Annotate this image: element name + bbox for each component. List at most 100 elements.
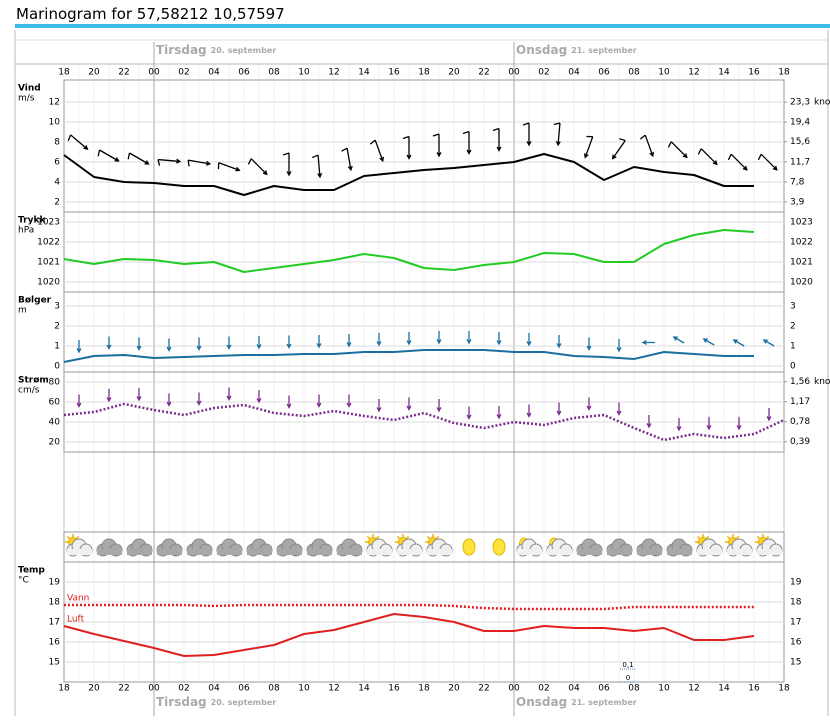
x-tick-label: 08 xyxy=(268,684,280,694)
y2-tick-label: 1020 xyxy=(790,278,813,288)
direction-arrow xyxy=(256,390,262,404)
y2-tick-label: 0 xyxy=(790,362,796,372)
cloud-base xyxy=(157,549,182,555)
x-tick-label: 06 xyxy=(238,68,250,78)
y-tick-label: 1 xyxy=(54,342,60,352)
x-tick-label: 20 xyxy=(448,684,460,694)
sun-ray xyxy=(376,535,380,539)
direction-arrow xyxy=(697,148,718,166)
direction-arrow xyxy=(316,394,322,408)
direction-arrow xyxy=(346,394,352,408)
direction-arrow xyxy=(522,122,532,147)
cloud-base xyxy=(607,549,632,555)
direction-arrow xyxy=(256,336,262,350)
cloud-base xyxy=(577,549,602,555)
panel-unit: m xyxy=(18,306,27,316)
panel-unit: °C xyxy=(18,576,29,586)
x-tick-label: 02 xyxy=(178,684,189,694)
direction-arrow xyxy=(166,393,172,407)
direction-arrow xyxy=(732,339,745,347)
cloud-base xyxy=(247,549,272,555)
title-bar xyxy=(15,24,830,28)
sun-ray xyxy=(396,535,400,539)
sun-ray xyxy=(736,535,740,539)
y-tick-label: 2 xyxy=(54,198,60,208)
panel-frame xyxy=(63,371,785,453)
y2-tick-label: 3 xyxy=(790,302,796,312)
direction-arrow xyxy=(286,395,292,409)
x-tick-label: 20 xyxy=(448,68,460,78)
x-tick-label: 12 xyxy=(688,684,699,694)
x-tick-label: 10 xyxy=(298,68,310,78)
direction-arrow xyxy=(341,147,353,172)
direction-arrow xyxy=(316,335,322,349)
x-tick-label: 18 xyxy=(418,684,430,694)
direction-arrow xyxy=(641,340,655,345)
x-tick-label: 18 xyxy=(58,684,70,694)
direction-arrow xyxy=(492,127,502,152)
cloud-base xyxy=(367,549,392,555)
series-label: Luft xyxy=(67,615,85,625)
y2-tick-label: 1023 xyxy=(790,218,813,228)
x-tick-label: 04 xyxy=(208,684,220,694)
weather-icon xyxy=(516,537,543,557)
direction-arrow xyxy=(136,388,142,402)
direction-arrow xyxy=(166,338,172,352)
cloud-base xyxy=(277,549,302,555)
weather-icon xyxy=(306,538,333,557)
day-label: Tirsdag 20. september xyxy=(156,695,276,709)
x-tick-label: 18 xyxy=(778,68,790,78)
cloud-base xyxy=(397,549,422,555)
y-tick-label: 1022 xyxy=(37,238,60,248)
x-tick-label: 04 xyxy=(568,684,580,694)
panel-unit: m/s xyxy=(18,94,35,104)
direction-arrow xyxy=(672,336,685,344)
weather-icon xyxy=(156,538,183,557)
direction-arrow xyxy=(496,332,502,346)
cloud-base xyxy=(667,549,692,555)
x-tick-label: 18 xyxy=(778,684,790,694)
x-tick-label: 22 xyxy=(478,684,489,694)
direction-arrow xyxy=(553,122,561,147)
day-date: 20. september xyxy=(211,698,277,707)
panel-unit: cm/s xyxy=(18,386,40,396)
cloud-base xyxy=(217,549,242,555)
x-tick-label: 02 xyxy=(538,68,549,78)
sun-ray xyxy=(66,535,70,539)
direction-arrow xyxy=(736,417,742,431)
direction-arrow xyxy=(187,159,212,167)
cloud-base xyxy=(127,549,152,555)
direction-arrow xyxy=(76,340,82,354)
x-tick-label: 14 xyxy=(358,684,370,694)
day-label: Onsdag 21. september xyxy=(516,43,637,57)
y-tick-label: 4 xyxy=(54,178,60,188)
cloud-base xyxy=(637,549,662,555)
panel-label: Temp xyxy=(18,566,45,576)
weather-icon xyxy=(216,538,243,557)
y-tick-label: 18 xyxy=(49,598,61,608)
direction-arrow xyxy=(106,389,112,403)
x-tick-label: 14 xyxy=(718,68,730,78)
sun-ray xyxy=(366,535,370,539)
y2-tick-label: 19 xyxy=(790,578,802,588)
y-tick-label: 3 xyxy=(54,302,60,312)
y2-tick-label: 23,3 xyxy=(790,98,810,108)
y-tick-label: 19 xyxy=(49,578,61,588)
weather-icon xyxy=(425,534,453,557)
weather-icon xyxy=(666,538,693,557)
direction-arrow xyxy=(376,399,382,413)
direction-arrow xyxy=(639,134,655,158)
weather-icon xyxy=(96,538,123,557)
weather-icon xyxy=(395,534,423,557)
moon xyxy=(492,538,506,556)
sun-ray xyxy=(726,535,730,539)
moon xyxy=(462,538,476,556)
x-tick-label: 12 xyxy=(328,68,339,78)
y2-tick-label: 11,7 xyxy=(790,157,810,167)
series-line xyxy=(64,603,754,611)
sun-ray xyxy=(756,535,760,539)
y2-tick-label: 1,56 xyxy=(790,377,810,387)
cloud-base xyxy=(517,549,542,555)
y2-tick-label: 1,17 xyxy=(790,397,810,407)
direction-arrow xyxy=(556,335,562,349)
